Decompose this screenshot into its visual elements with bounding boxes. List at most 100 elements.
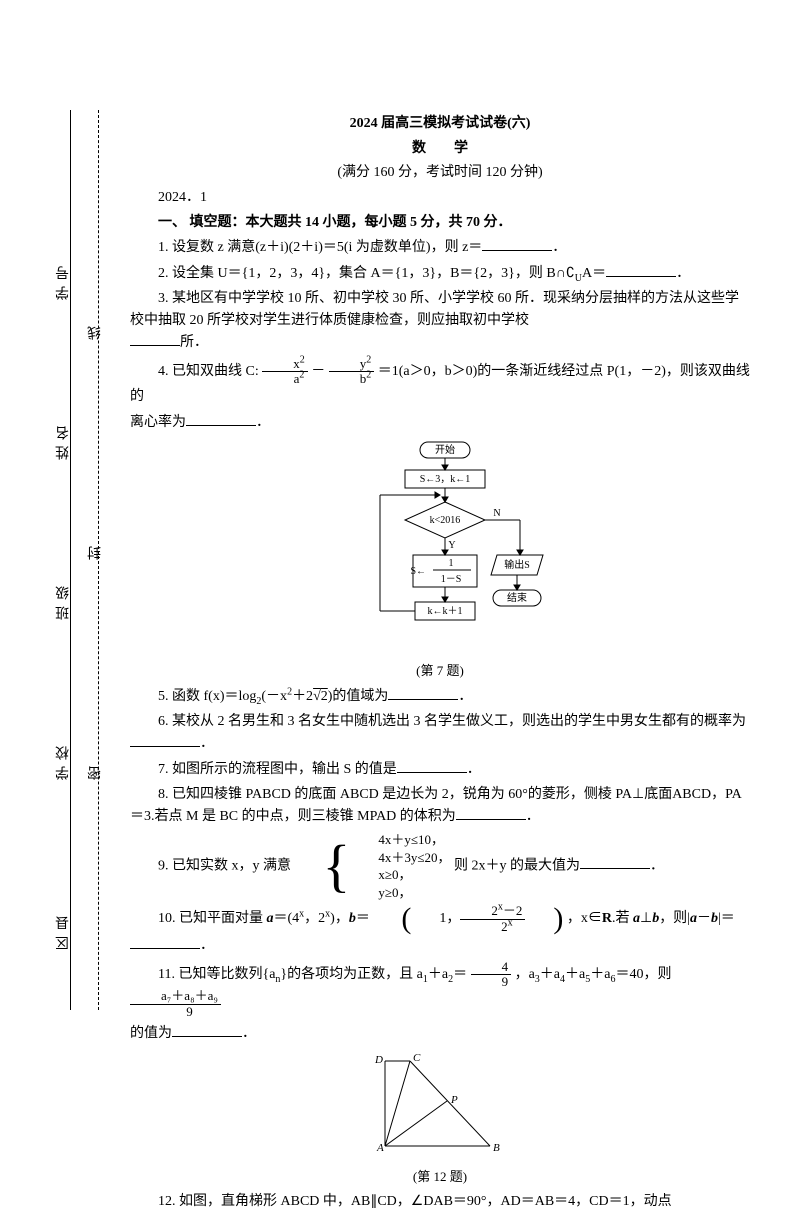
fc-start: 开始	[435, 443, 455, 456]
q4-end: ．	[256, 415, 270, 430]
label-banji: 班级	[54, 580, 74, 620]
q9-blank	[580, 854, 650, 869]
q10-eq2: ＝	[356, 911, 370, 926]
title-main: 2024 届高三模拟考试试卷(六)	[130, 113, 750, 135]
question-11: 11. 已知等比数列{an}的各项均为正数，且 a1＋a2＝ 49 ，a3＋a4…	[130, 960, 750, 1019]
q4-blank	[186, 411, 256, 426]
q9-r4: y≥0，	[350, 884, 450, 902]
section-1-heading: 一、 填空题：本大题共 14 小题，每小题 5 分，共 70 分．	[130, 212, 750, 234]
q9-r3: x≥0，	[350, 866, 450, 884]
q5-c: ＋2	[292, 689, 313, 704]
q4-a: 4. 已知双曲线 C:	[158, 364, 259, 379]
fc-assign-den: 1－S	[441, 574, 462, 585]
q2-text: 2. 设全集 U＝{1，2，3，4}，集合 A＝{1，3}，B＝{2，3}，则 …	[158, 266, 575, 281]
label-xuehao: 学号	[54, 260, 74, 300]
binding-margin: 区县 学校 班级 姓名 学号 密 封 线	[30, 110, 120, 1010]
figure-7: 开始 S←3，k←1 k<2016 Y N 输出S 结束 S← 1 1－S k←…	[130, 440, 750, 679]
geom-P: P	[450, 1094, 458, 1106]
question-11b: 的值为．	[130, 1022, 750, 1045]
question-6: 6. 某校从 2 名男生和 3 名女生中随机选出 3 名学生做义工，则选出的学生…	[130, 711, 750, 755]
q11-f1d: 9	[471, 975, 512, 989]
q10-mid3: ，则|	[659, 911, 690, 926]
geom-D: D	[374, 1054, 383, 1066]
q7-blank	[397, 758, 467, 773]
q10-mid: ，x∈	[567, 911, 602, 926]
q2-blank	[606, 262, 676, 277]
question-4: 4. 已知双曲线 C: x2 a2 － y2 b2 ＝1(a＞0，b＞0)的一条…	[130, 357, 750, 408]
q10-perp: ⊥	[640, 911, 652, 926]
q3-text: 3. 某地区有中学学校 10 所、初中学校 30 所、小学学校 60 所．现采纳…	[130, 288, 750, 331]
fc-assign-num: 1	[449, 558, 454, 569]
q5-b: (－x	[261, 689, 287, 704]
q5-sqrt: √2	[313, 689, 328, 704]
binding-dash-line	[98, 110, 99, 1010]
label-quxian: 区县	[54, 910, 74, 950]
q10-R: R	[602, 911, 612, 926]
geom-C: C	[413, 1052, 421, 1064]
title-subject: 数 学	[130, 138, 750, 160]
q1-end: ．	[552, 240, 566, 255]
q2-end: ．	[676, 266, 690, 281]
q10-veca3: a	[690, 911, 697, 926]
label-xuexiao: 学校	[54, 740, 74, 780]
q9-system: { 4x＋y≤10， 4x＋3y≤20， x≥0， y≥0，	[295, 831, 451, 901]
q9-a: 9. 已知实数 x，y 满意	[158, 858, 291, 873]
q8-end: ．	[526, 809, 540, 824]
q11-a: 11. 已知等比数列{a	[158, 967, 275, 982]
geom-A: A	[376, 1142, 384, 1154]
q11-frac2: a₇＋a₈＋a₉9	[130, 989, 221, 1019]
q2-sub: U	[575, 273, 582, 284]
title-info: (满分 160 分，考试时间 120 分钟)	[130, 162, 750, 184]
fc-cond: k<2016	[430, 515, 461, 526]
q10-vecb: b	[349, 911, 356, 926]
q5-a: 5. 函数 f(x)＝log	[158, 689, 256, 704]
q9-end: ．	[650, 858, 664, 873]
q6-a: 6. 某校从 2 名男生和 3 名女生中随机选出 3 名学生做义工，则选出的学生…	[158, 714, 746, 729]
figure-7-caption: (第 7 题)	[130, 660, 750, 679]
q8-blank	[456, 805, 526, 820]
label-xian: 线	[86, 320, 106, 340]
q4-minus: －	[311, 364, 325, 379]
q2-after: A＝	[582, 266, 606, 281]
q11-h: ＋a	[590, 967, 610, 982]
q4-frac1: x2 a2	[262, 357, 308, 387]
geom-svg: A B C D P	[365, 1051, 515, 1161]
q10-pn2: －2	[503, 903, 523, 918]
q6-end: ．	[200, 736, 214, 751]
q11-f1n: 4	[471, 960, 512, 975]
question-9: 9. 已知实数 x，y 满意 { 4x＋y≤10， 4x＋3y≤20， x≥0，…	[130, 831, 750, 901]
label-mi: 密	[86, 760, 106, 780]
flowchart-svg: 开始 S←3，k←1 k<2016 Y N 输出S 结束 S← 1 1－S k←…	[325, 440, 555, 655]
q11-d: ＝	[453, 967, 467, 982]
q10-eq1: ＝(4	[274, 911, 300, 926]
fc-end: 结束	[507, 591, 527, 604]
q11-j: 的值为	[130, 1026, 172, 1041]
page-content: 2024 届高三模拟考试试卷(六) 数 学 (满分 160 分，考试时间 120…	[130, 110, 750, 1215]
q4-c: 离心率为	[130, 415, 186, 430]
question-12: 12. 如图，直角梯形 ABCD 中，AB∥CD，∠DAB＝90°，AD＝AB＝…	[130, 1191, 750, 1213]
fc-yes: Y	[448, 540, 455, 551]
question-1: 1. 设复数 z 满意(z＋i)(2＋i)＝5(i 为虚数单位)，则 z＝ ．	[130, 236, 750, 259]
q11-blank	[172, 1022, 242, 1037]
date: 2024．1	[130, 187, 750, 209]
q11-f2d: 9	[130, 1005, 221, 1019]
fc-init: S←3，k←1	[420, 474, 471, 485]
question-8: 8. 已知四棱锥 PABCD 的底面 ABCD 是边长为 2，锐角为 60°的菱…	[130, 784, 750, 828]
q11-f: ＋a	[540, 967, 560, 982]
question-3: 3. 某地区有中学学校 10 所、初中学校 30 所、小学学校 60 所．现采纳…	[130, 288, 750, 354]
q5-blank	[388, 685, 458, 700]
q6-blank	[130, 732, 200, 747]
q10-a: 10. 已知平面对量	[158, 911, 267, 926]
q11-e: ，a	[515, 967, 535, 982]
q8-a: 8. 已知四棱锥 PABCD 的底面 ABCD 是边长为 2，锐角为 60°的菱…	[130, 787, 742, 825]
question-4b: 离心率为 ．	[130, 411, 750, 434]
q10-blank	[130, 934, 200, 949]
fc-assign-left: S←	[410, 566, 426, 577]
question-2: 2. 设全集 U＝{1，2，3，4}，集合 A＝{1，3}，B＝{2，3}，则 …	[130, 262, 750, 285]
binding-solid-line	[70, 110, 71, 1010]
q10-x4: x	[508, 917, 513, 928]
question-7: 7. 如图所示的流程图中，输出 S 的值是．	[130, 758, 750, 781]
q10-paren: ( 1，2x－22x )	[373, 904, 563, 934]
q10-c1b: )，	[330, 911, 349, 926]
q1-text: 1. 设复数 z 满意(z＋i)(2＋i)＝5(i 为虚数单位)，则 z＝	[158, 240, 482, 255]
